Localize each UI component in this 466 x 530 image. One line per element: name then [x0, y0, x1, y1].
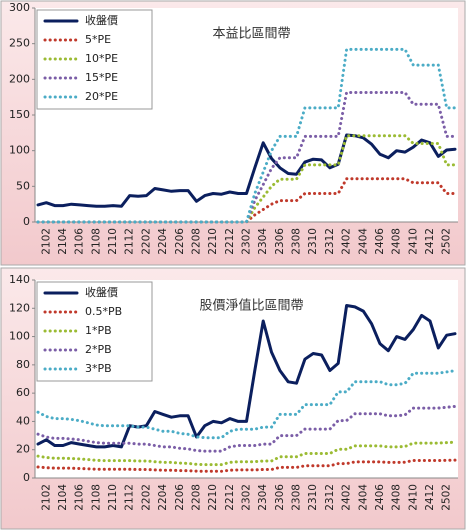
y-tick-label: 150: [9, 108, 30, 121]
y-tick-label: 300: [9, 1, 30, 14]
x-tick-label: 2502: [441, 228, 453, 255]
x-tick-label: 2112: [124, 484, 136, 511]
x-tick-label: 2204: [157, 228, 169, 255]
legend-label: 5*PE: [85, 33, 111, 46]
y-tick-label: 40: [16, 414, 30, 427]
x-tick-label: 2308: [291, 228, 303, 255]
x-tick-label: 2306: [274, 228, 286, 255]
y-tick-label: 50: [16, 179, 30, 192]
x-tick-label: 2106: [74, 484, 86, 511]
x-tick-label: 2208: [190, 228, 202, 255]
x-tick-label: 2502: [441, 484, 453, 511]
legend-label: 收盤價: [85, 13, 118, 27]
x-tick-label: 2312: [324, 484, 336, 511]
x-tick-label: 2202: [140, 484, 152, 511]
y-tick-label: 20: [16, 443, 30, 456]
x-tick-label: 2108: [90, 484, 102, 511]
y-tick-label: 80: [16, 358, 30, 371]
chart-title: 本益比區間帶: [212, 27, 290, 42]
x-tick-label: 2410: [407, 228, 419, 255]
legend-label: 0.5*PB: [85, 305, 122, 318]
x-tick-label: 2302: [241, 228, 253, 255]
x-tick-label: 2102: [40, 484, 52, 511]
x-tick-label: 2110: [107, 228, 119, 255]
x-tick-label: 2106: [74, 228, 86, 255]
x-tick-label: 2408: [391, 228, 403, 255]
x-tick-label: 2210: [207, 484, 219, 511]
x-tick-label: 2312: [324, 228, 336, 255]
x-tick-label: 2306: [274, 484, 286, 511]
x-tick-label: 2212: [224, 484, 236, 511]
series-line: [36, 458, 457, 473]
x-tick-label: 2210: [207, 228, 219, 255]
legend-label: 1*PB: [85, 324, 112, 337]
x-tick-label: 2412: [424, 228, 436, 255]
y-tick-label: 0: [23, 471, 30, 484]
legend-label: 15*PE: [85, 71, 118, 84]
x-tick-label: 2406: [374, 228, 386, 255]
legend-label: 20*PE: [85, 90, 118, 103]
series-line: [36, 440, 457, 467]
x-tick-label: 2302: [241, 484, 253, 511]
x-tick-label: 2110: [107, 484, 119, 511]
series-line: [36, 133, 457, 208]
x-tick-label: 2402: [341, 484, 353, 511]
y-tick-label: 100: [9, 144, 30, 157]
y-tick-label: 140: [9, 273, 30, 286]
y-tick-label: 200: [9, 72, 30, 85]
x-tick-label: 2310: [307, 228, 319, 255]
x-tick-label: 2204: [157, 484, 169, 511]
x-tick-label: 2206: [174, 228, 186, 255]
series-line: [36, 304, 457, 449]
x-tick-label: 2402: [341, 228, 353, 255]
x-tick-label: 2310: [307, 484, 319, 511]
x-tick-label: 2304: [257, 484, 269, 511]
x-tick-label: 2208: [190, 484, 202, 511]
chart-title: 股價淨值比區間帶: [199, 298, 303, 314]
y-tick-label: 0: [23, 215, 30, 228]
x-tick-label: 2102: [40, 228, 52, 255]
series-line: [36, 404, 457, 453]
series-line: [36, 369, 457, 440]
x-tick-label: 2304: [257, 228, 269, 255]
legend-label: 10*PE: [85, 52, 118, 65]
x-tick-label: 2412: [424, 484, 436, 511]
x-tick-label: 2108: [90, 228, 102, 255]
series-line: [36, 47, 457, 224]
x-tick-label: 2202: [140, 228, 152, 255]
x-tick-label: 2112: [124, 228, 136, 255]
y-tick-label: 250: [9, 37, 30, 50]
legend-label: 收盤價: [85, 285, 118, 299]
x-tick-label: 2104: [57, 228, 69, 255]
x-tick-label: 2308: [291, 484, 303, 511]
y-tick-label: 120: [9, 301, 30, 314]
x-tick-label: 2104: [57, 484, 69, 511]
x-tick-label: 2404: [357, 484, 369, 511]
x-tick-label: 2408: [391, 484, 403, 511]
legend-label: 2*PB: [85, 343, 112, 356]
x-tick-label: 2206: [174, 484, 186, 511]
y-tick-label: 100: [9, 330, 30, 343]
x-tick-label: 2410: [407, 484, 419, 511]
legend-label: 3*PB: [85, 362, 112, 375]
y-tick-label: 60: [16, 386, 30, 399]
x-tick-label: 2406: [374, 484, 386, 511]
x-tick-label: 2404: [357, 228, 369, 255]
x-tick-label: 2212: [224, 228, 236, 255]
